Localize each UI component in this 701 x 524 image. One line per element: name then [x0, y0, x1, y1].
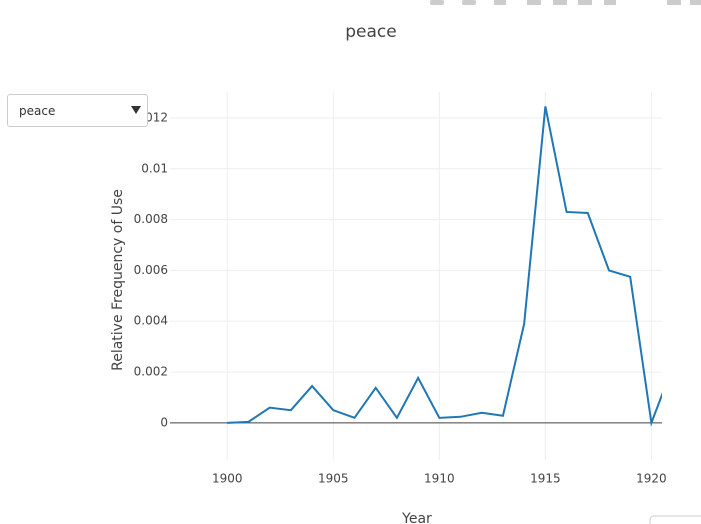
y-axis-label: Relative Frequency of Use	[110, 189, 126, 371]
dropdown[interactable]: peace	[7, 94, 148, 127]
x-tick-label: 1905	[318, 472, 349, 486]
dropdown-value: peace	[19, 104, 56, 118]
y-tick-label: 0.002	[134, 365, 168, 379]
y-tick-label: 0.01	[141, 161, 168, 175]
y-tick-label: 0	[160, 415, 168, 429]
x-tick-label: 1915	[530, 472, 561, 486]
x-tick-label: 1920	[636, 472, 667, 486]
chart-title: peace	[345, 22, 396, 42]
y-tick-label: 0.008	[134, 212, 168, 226]
toolbar	[430, 0, 701, 5]
x-tick-label: 1900	[212, 472, 243, 486]
y-tick-label: 0.006	[134, 263, 168, 277]
x-axis-label: Year	[401, 511, 432, 524]
corner-button[interactable]	[649, 515, 701, 524]
y-tick-label: 0.004	[134, 314, 168, 328]
x-tick-label: 1910	[424, 472, 455, 486]
line-series	[227, 106, 662, 427]
dropdown-arrow	[131, 106, 141, 114]
